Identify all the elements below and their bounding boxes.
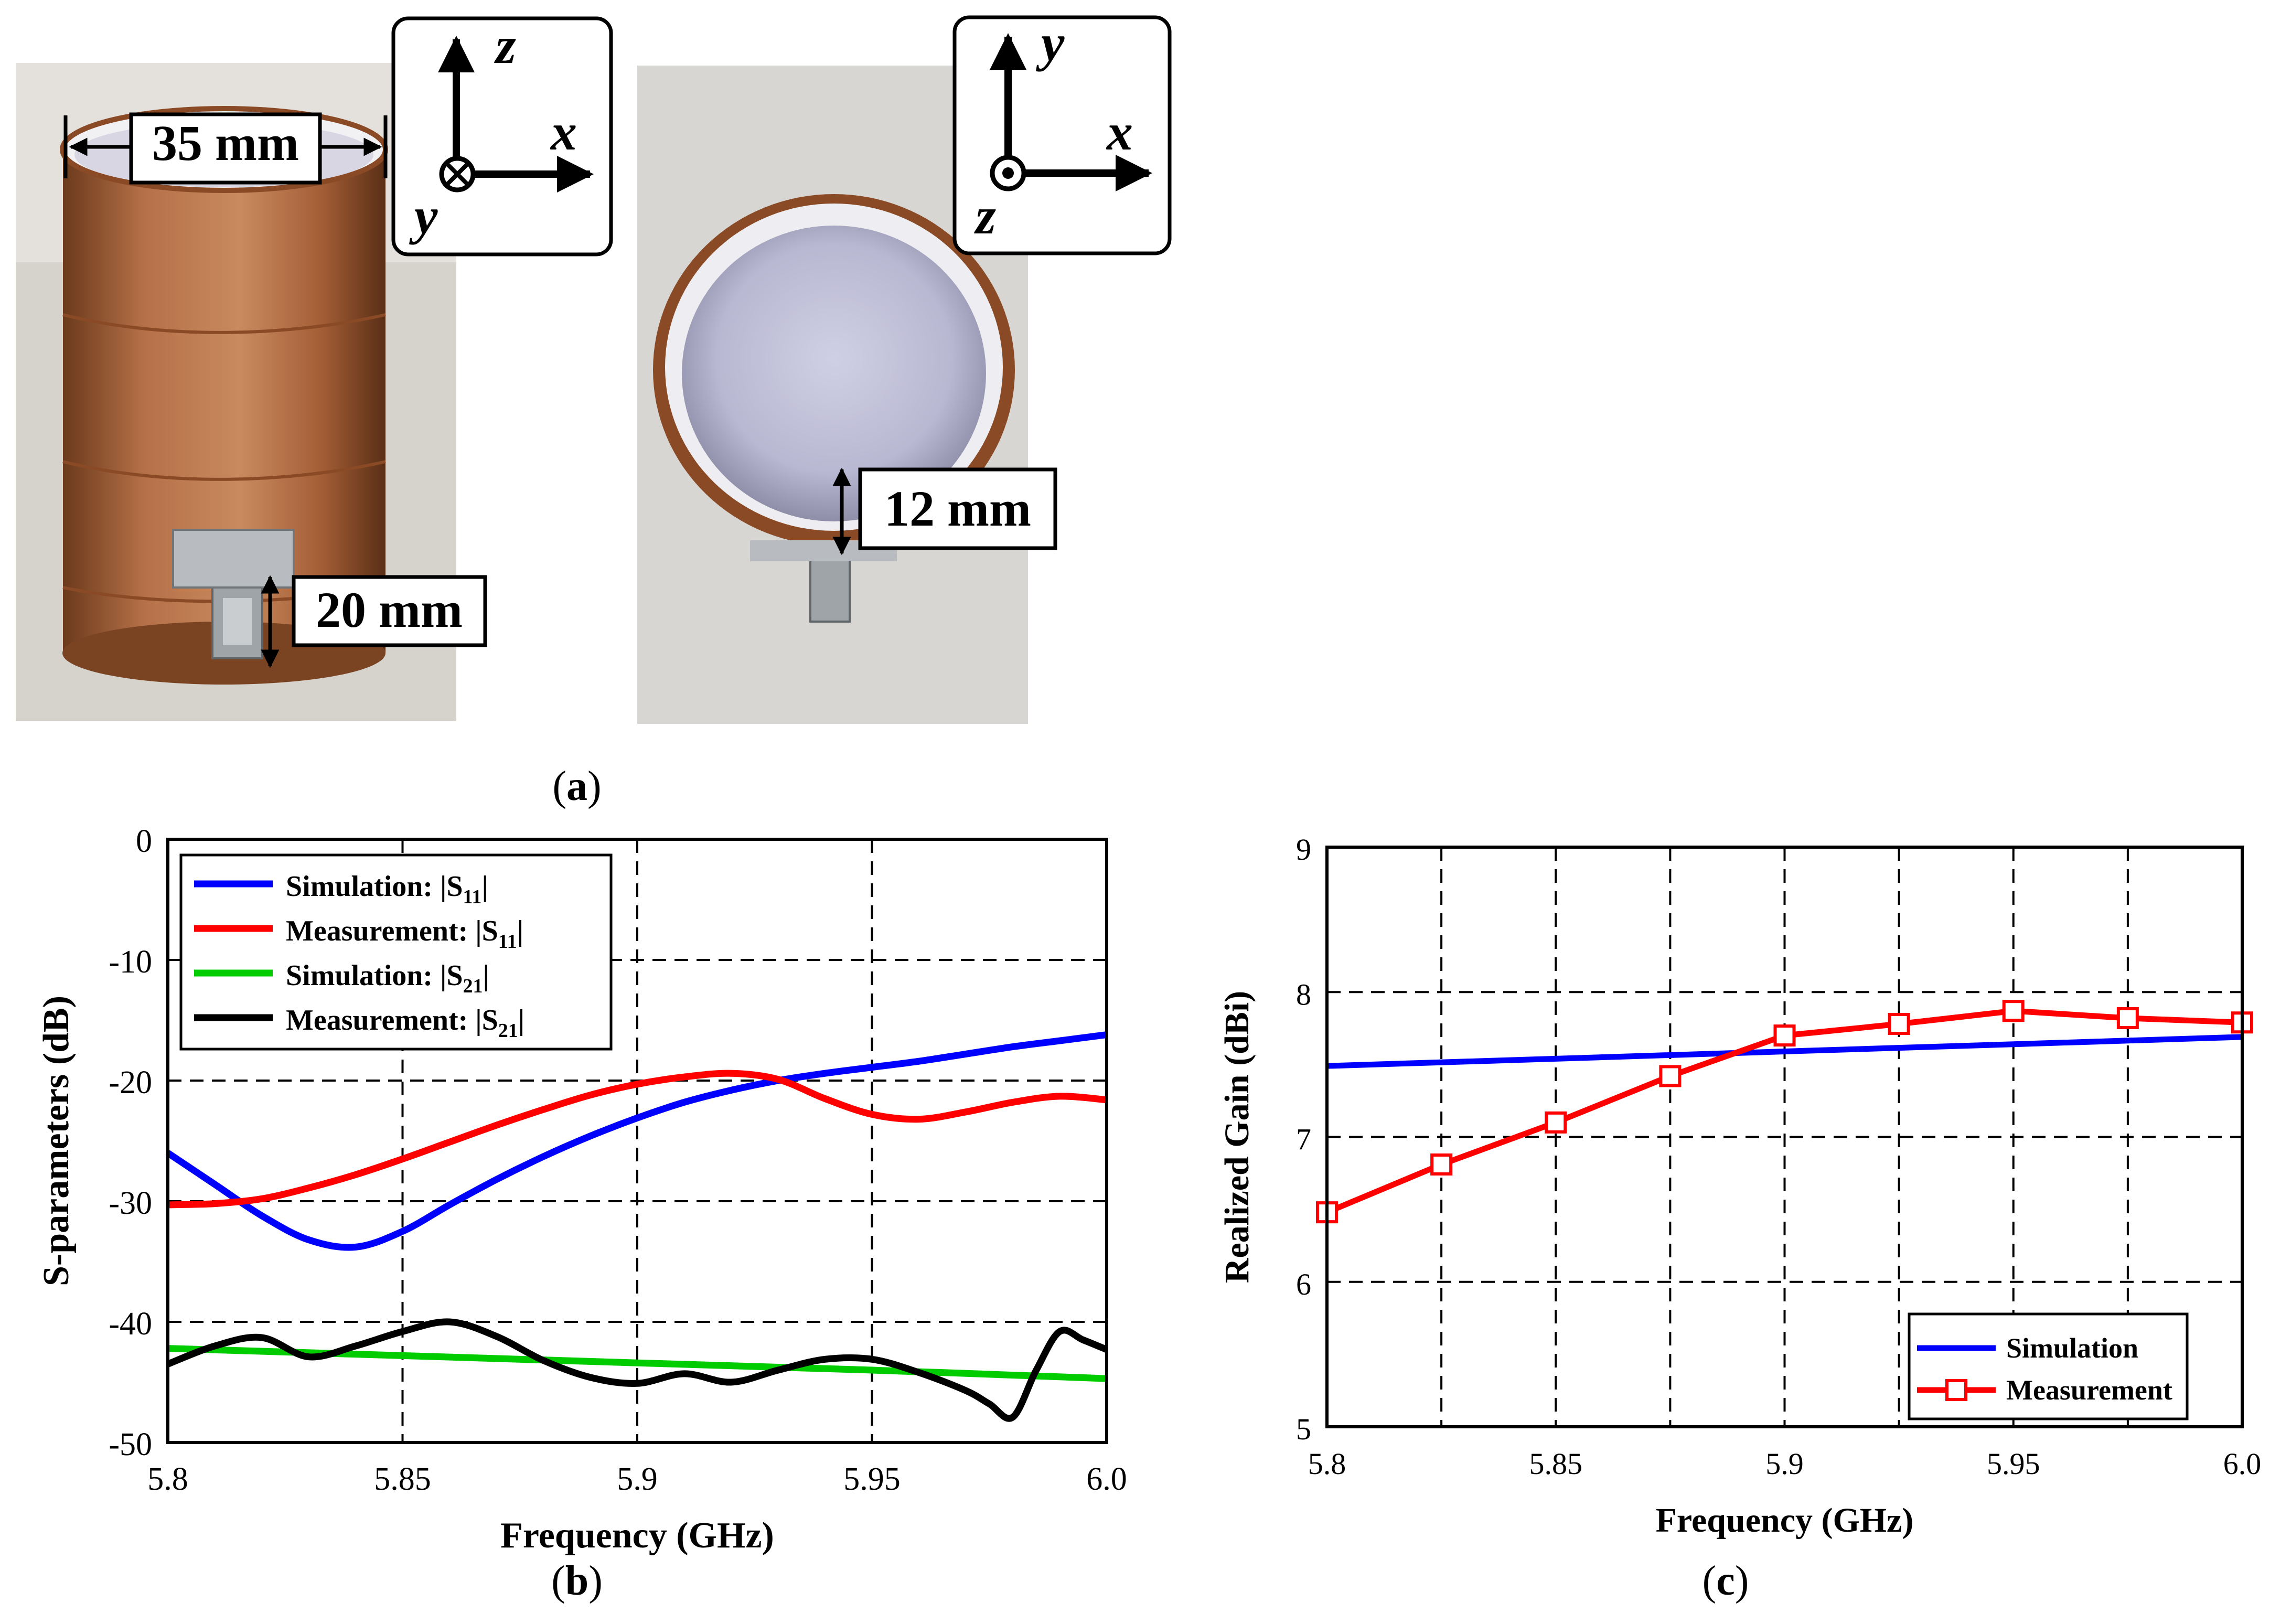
series-line-1 [1326,1034,2243,1069]
x-tick-label: 5.95 [843,1461,901,1497]
x-tick-label: 5.95 [1987,1447,2040,1481]
feed-length-label: 20 mm [316,582,463,638]
x-tick-label: 5.8 [147,1461,188,1497]
x-tick-label: 6.0 [2223,1447,2262,1481]
sma-connector [172,529,295,659]
legend-label-2: Measurement [2006,1374,2172,1406]
data-point-marker [2116,1007,2139,1029]
x-tick-label: 5.8 [1308,1447,1346,1481]
x-axis-title: Frequency (GHz) [500,1515,774,1556]
y-tick-label: 6 [1296,1267,1311,1301]
data-point-marker [2002,1000,2025,1022]
plot-frame [166,838,1108,1444]
legend-label-1: Simulation [2006,1332,2138,1364]
y-tick-label: 0 [136,824,152,859]
axis-label-z2: z [974,187,996,245]
chart-realized-gain: 5.8 5.85 5.9 5.95 6.0 5 6 7 8 9 Frequency (GHz) Rea… [1218,832,2261,1540]
y-tick-label: -30 [109,1185,152,1221]
x-tick-label: 5.85 [1529,1447,1583,1481]
data-point-marker [1430,1153,1453,1176]
legend-label-3: Simulation: |S21| [286,959,489,997]
y-axis-title: S-parameters (dB) [36,996,77,1286]
diameter-label: 35 mm [152,115,299,171]
legend-label-1: Simulation: |S11| [286,870,488,908]
legend-label-4: Measurement: |S21| [286,1004,524,1042]
caption-a: (a) [552,763,601,809]
x-tick-label: 6.0 [1086,1461,1127,1497]
axis-label-x: x [550,103,577,161]
gap-label: 12 mm [884,480,1031,537]
axis-label-x2: x [1106,103,1133,161]
data-point-marker [1888,1013,1910,1035]
panel-a: 35 mm 20 mm z x y [16,14,1172,809]
caption-c: (c) [1702,1558,1749,1604]
y-tick-label: 8 [1296,977,1311,1011]
photo-top-view: 12 mm y x z [637,14,1172,724]
x-tick-label: 5.9 [1765,1447,1804,1481]
axis-label-z: z [494,16,516,74]
photo-copper-cylinder: 35 mm 20 mm z x y [16,16,613,721]
y-tick-label: 9 [1296,832,1311,867]
y-tick-label: 7 [1296,1123,1311,1157]
series-line-1 [166,1031,1107,1251]
x-tick-label: 5.9 [617,1461,658,1497]
coordinate-axes-1: z x y [391,16,613,257]
data-point-marker [1773,1024,1796,1047]
y-tick-label: 5 [1296,1412,1311,1446]
coordinate-axes-2: y x z [952,14,1172,255]
y-axis-title: Realized Gain (dBi) [1218,991,1256,1283]
x-tick-label: 5.85 [374,1461,431,1497]
plot-frame [1325,846,2244,1428]
legend-box [1908,1312,2189,1420]
caption-b: (b) [551,1558,603,1604]
data-point-marker [1545,1111,1567,1134]
data-point-marker [1659,1065,1682,1087]
series-line-2 [167,1070,1107,1209]
y-tick-label: -20 [109,1065,152,1101]
x-axis-title: Frequency (GHz) [1656,1501,1914,1540]
legend-label-2: Measurement: |S11| [286,915,523,953]
chart-s-parameters: 5.8 5.85 5.9 5.95 6.0 -50 -40 -30 -20 -10 0 Frequen… [36,824,1127,1556]
y-tick-label: -10 [109,944,152,980]
series-line-4 [166,1318,1108,1422]
legend-marker [1945,1379,1967,1401]
y-tick-label: -50 [109,1427,152,1462]
y-tick-label: -40 [109,1306,152,1342]
